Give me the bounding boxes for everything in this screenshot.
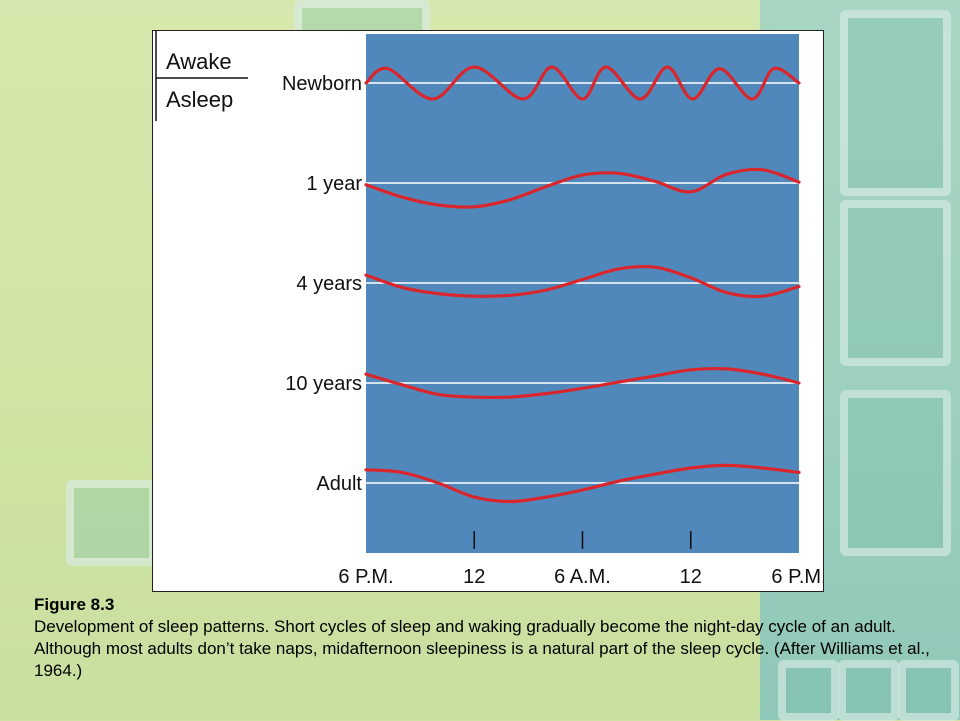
series-label-1-year: 1 year [306,173,362,195]
figure-panel: Awake Asleep Newborn 1 year 4 years 10 years A… [152,30,824,592]
series-line-1-year [364,167,801,209]
series-line-10-years [364,366,801,400]
series-line-adult [364,463,801,504]
caption-title: Figure 8.3 [34,595,115,614]
caption-text: Development of sleep patterns. Short cyc… [34,617,930,680]
series-line-4-years [364,264,801,299]
decorative-square [840,200,951,366]
series-line-newborn [364,65,801,101]
series-label-4-years: 4 years [296,273,362,295]
x-tick-label: 12 [680,566,702,588]
decorative-square [898,660,959,721]
x-tick-label: 12 [463,566,485,588]
decorative-square [840,390,951,556]
x-tick-label: 6 P.M. [338,566,393,588]
series-label-newborn: Newborn [282,73,362,95]
figure-caption: Figure 8.3 Development of sleep patterns… [34,594,934,682]
series-label-10-years: 10 years [285,373,362,395]
decorative-square [840,10,951,196]
decorative-square [778,660,839,721]
decorative-square [838,660,899,721]
x-tick-label: 6 P.M. [771,566,823,588]
x-tick-label: 6 A.M. [554,566,611,588]
sleep-pattern-chart: Awake Asleep Newborn 1 year 4 years 10 years A… [155,31,823,588]
legend-awake-label: Awake [166,49,232,74]
decorative-square [66,480,157,566]
legend-asleep-label: Asleep [166,87,233,112]
series-label-adult: Adult [316,473,362,495]
